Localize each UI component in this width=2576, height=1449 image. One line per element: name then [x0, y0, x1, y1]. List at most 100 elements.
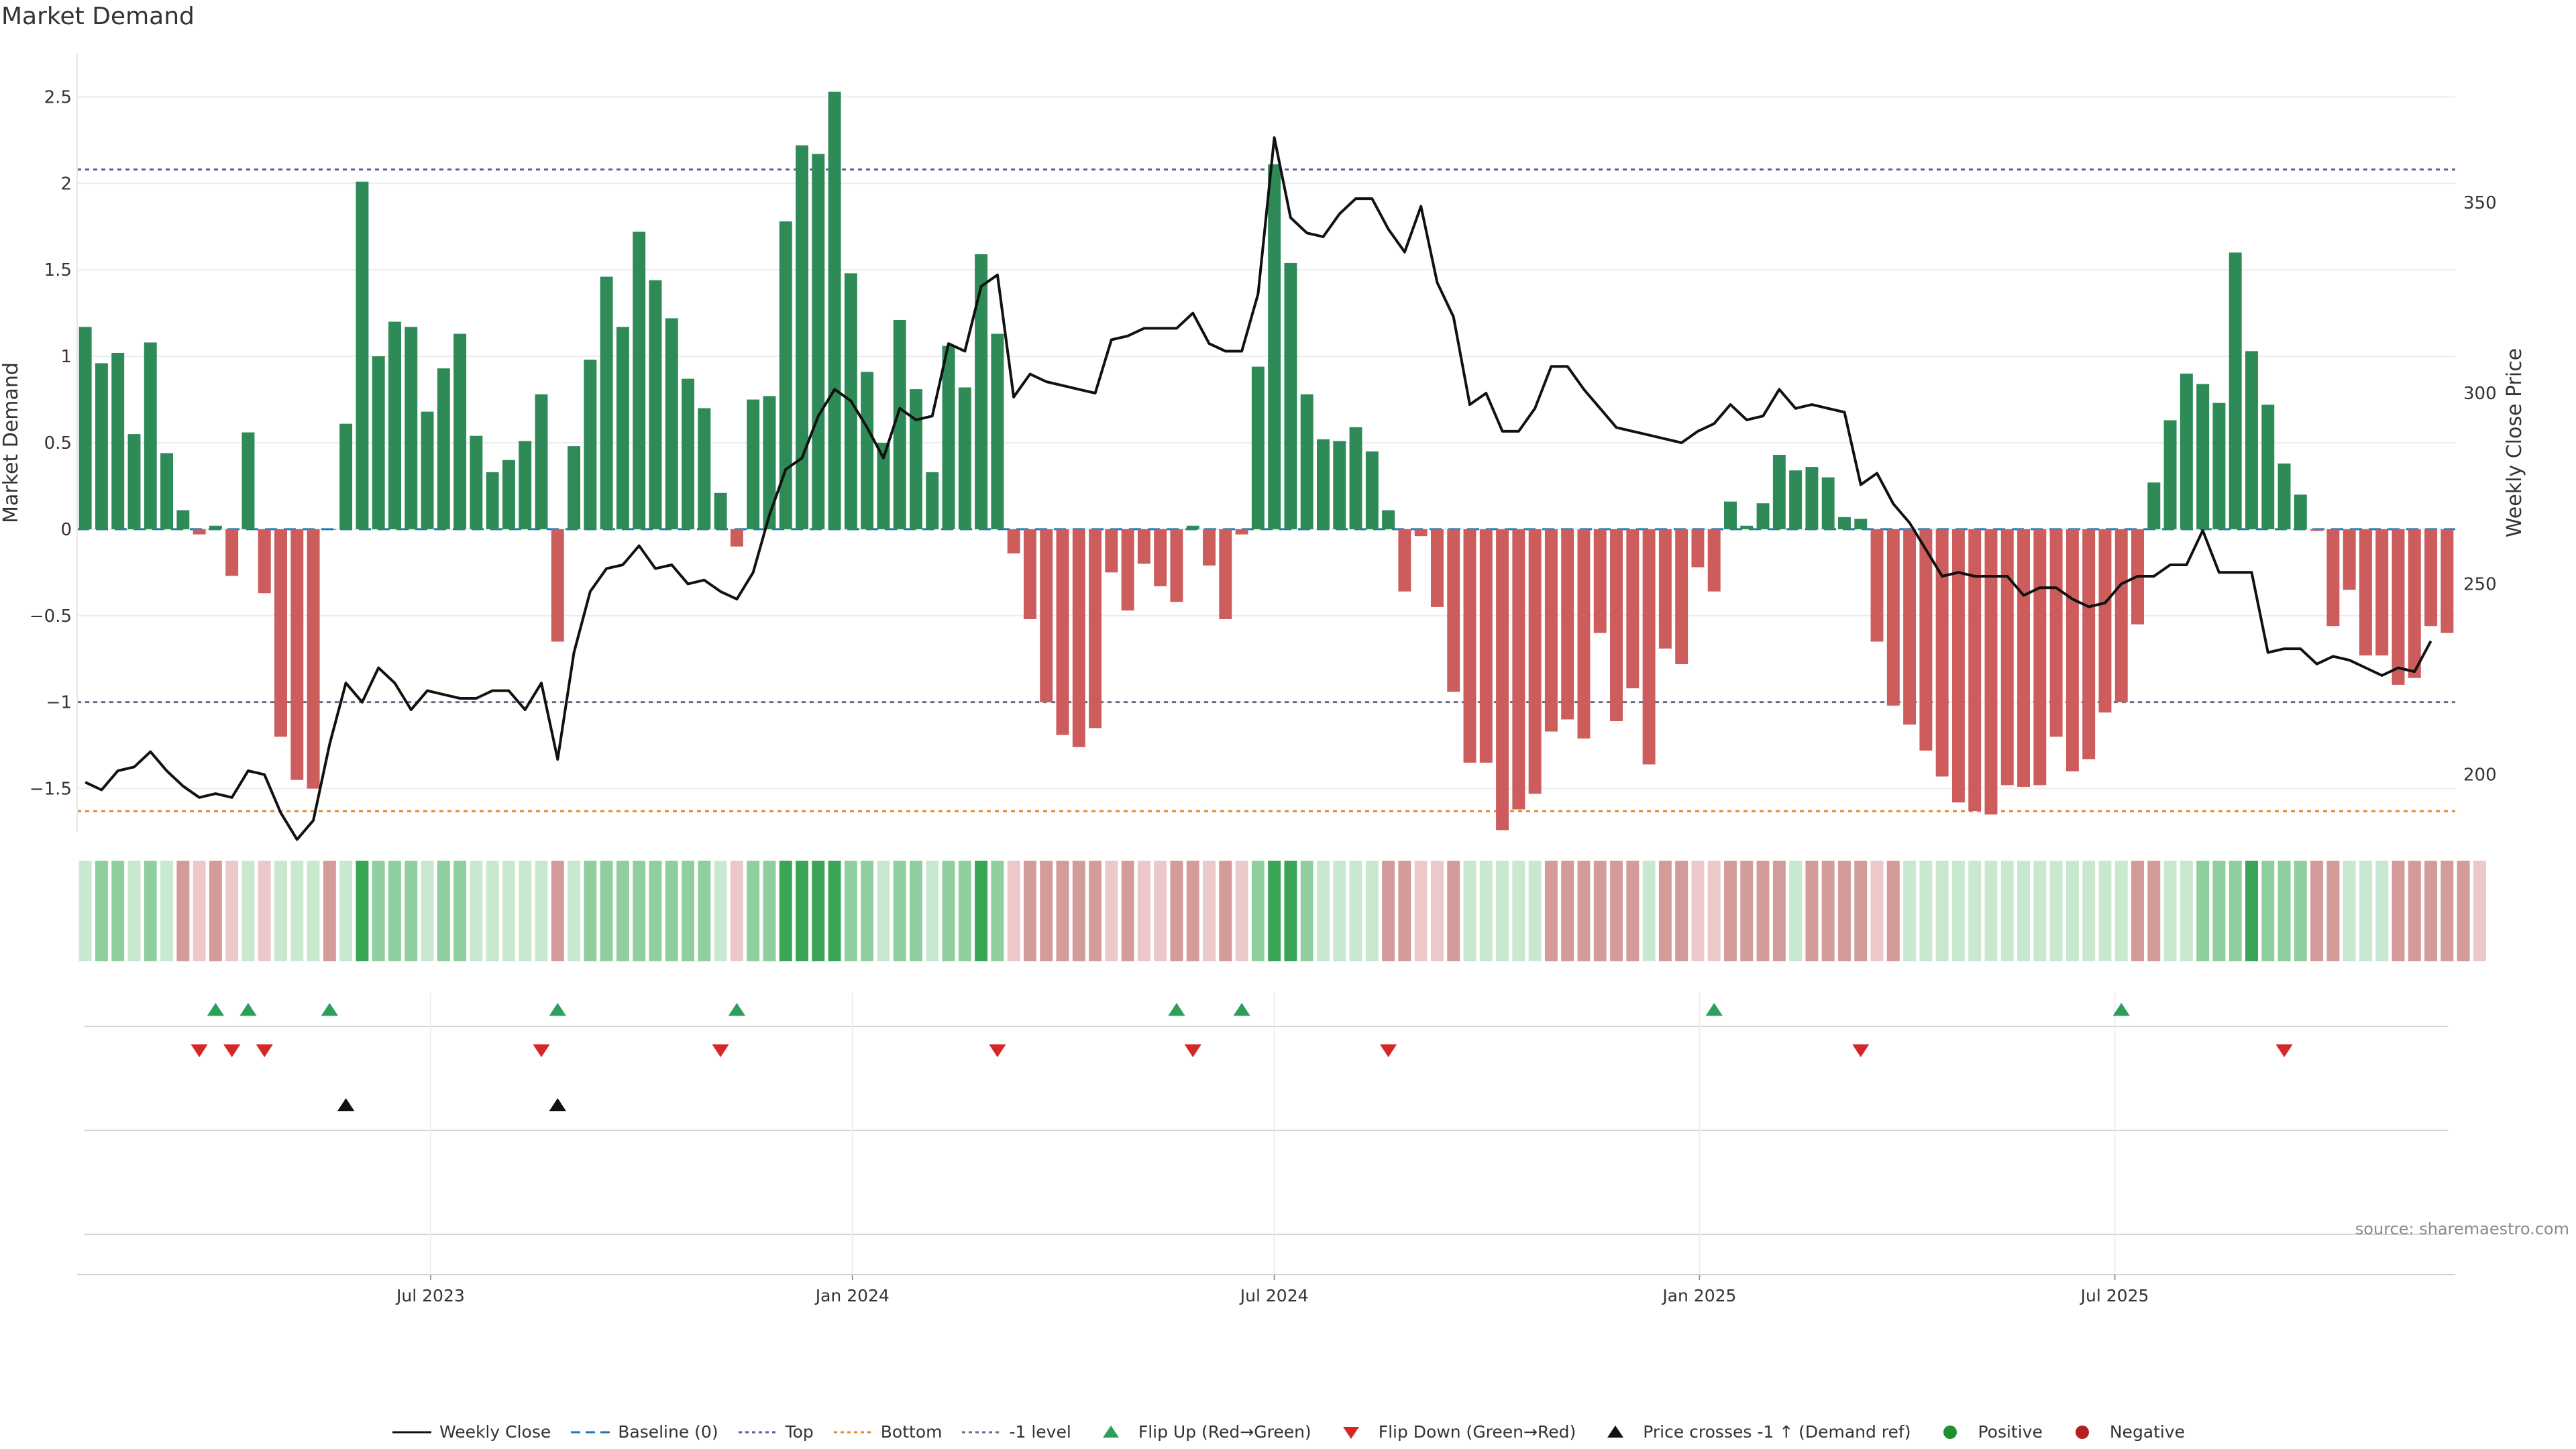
demand-bar-positive — [405, 327, 418, 529]
flip-down-marker — [1379, 1044, 1397, 1057]
demand-bar-negative — [1137, 529, 1150, 564]
flip-up-marker — [1168, 1003, 1185, 1016]
flip-down-marker — [989, 1044, 1006, 1057]
demand-bar-negative — [1056, 529, 1069, 735]
source-label: source: sharemaestro.com — [2355, 1220, 2569, 1238]
strip-cell — [1121, 861, 1134, 961]
demand-bar-negative — [1935, 529, 1949, 777]
legend-label: Negative — [2109, 1422, 2186, 1442]
strip-cell — [388, 861, 401, 961]
flip-down-marker — [223, 1044, 241, 1057]
demand-bar-positive — [1349, 427, 1362, 529]
strip-cell — [241, 861, 255, 961]
demand-bar-negative — [1691, 529, 1705, 568]
demand-bar-positive — [616, 327, 629, 529]
strip-cell — [1756, 861, 1770, 961]
price-cross-marker — [337, 1098, 355, 1112]
demand-bar-positive — [1268, 164, 1281, 529]
demand-bar-negative — [1577, 529, 1591, 739]
strip-cell — [828, 861, 841, 961]
strip-cell — [2065, 861, 2079, 961]
legend-item-flipup: Flip Up (Red→Green) — [1090, 1422, 1311, 1442]
strip-cell — [1235, 861, 1248, 961]
strip-cell — [2473, 861, 2486, 961]
strip-cell — [1903, 861, 1917, 961]
strip-cell — [1544, 861, 1558, 961]
strip-cell — [2180, 861, 2193, 961]
demand-bar-negative — [258, 529, 271, 594]
legend-item-bottom: Bottom — [833, 1422, 942, 1442]
demand-bar-negative — [551, 529, 564, 642]
demand-bar-positive — [2229, 252, 2242, 529]
legend-swatch-bottom — [833, 1431, 873, 1433]
strip-cell — [2017, 861, 2031, 961]
strip-cell — [633, 861, 646, 961]
strip-cell — [730, 861, 743, 961]
reference-lines — [77, 168, 2455, 812]
demand-bar-positive — [1251, 366, 1265, 529]
strip-cell — [909, 861, 922, 961]
strip-cell — [1447, 861, 1460, 961]
strip-cell — [1691, 861, 1705, 961]
x-tick-label: Jan 2024 — [814, 1286, 890, 1305]
y-tick-label: 1.5 — [44, 260, 72, 280]
strip-cell — [1593, 861, 1607, 961]
strip-cell — [893, 861, 906, 961]
demand-bar-positive — [144, 342, 157, 529]
demand-bar-positive — [763, 396, 776, 529]
y-tick-label: 1 — [60, 347, 72, 367]
strip-cell — [2457, 861, 2470, 961]
strip-cell — [926, 861, 939, 961]
strip-cell — [209, 861, 222, 961]
strip-cell — [2114, 861, 2128, 961]
x-tick-label: Jul 2024 — [1239, 1286, 1309, 1305]
demand-bar-negative — [2049, 529, 2063, 737]
demand-bar-positive — [1740, 525, 1754, 529]
strip-cell — [2245, 861, 2258, 961]
strip-cell — [2294, 861, 2307, 961]
strip-cell — [486, 861, 499, 961]
strip-cell — [568, 861, 581, 961]
strip-cell — [975, 861, 988, 961]
strip-cell — [1772, 861, 1786, 961]
demand-bar-negative — [1903, 529, 1917, 725]
demand-bar-positive — [568, 446, 581, 529]
strip-cell — [1935, 861, 1949, 961]
grid-layer — [77, 96, 2455, 790]
strip-cell — [1137, 861, 1150, 961]
demand-bar-positive — [1186, 525, 1199, 529]
strip-cell — [1382, 861, 1395, 961]
demand-bar-negative — [1430, 529, 1444, 607]
strip-cell — [2163, 861, 2177, 961]
strip-cell — [812, 861, 825, 961]
demand-bar-negative — [1870, 529, 1884, 642]
flip-down-marker — [256, 1044, 273, 1057]
demand-bar-positive — [1821, 477, 1835, 529]
flip-down-marker — [191, 1044, 208, 1057]
demand-bar-positive — [1365, 451, 1379, 529]
strip-cell — [2326, 861, 2340, 961]
demand-bar-negative — [290, 529, 304, 780]
legend-swatch-cross — [1607, 1425, 1624, 1438]
demand-bar-positive — [633, 231, 646, 529]
demand-bar-negative — [1496, 529, 1509, 830]
demand-bar-negative — [1512, 529, 1525, 810]
strip-cell — [258, 861, 271, 961]
strip-cell — [1512, 861, 1525, 961]
demand-bar-positive — [1300, 394, 1313, 529]
demand-bar-positive — [796, 145, 808, 529]
strip-cell — [1251, 861, 1265, 961]
strip-cell — [1430, 861, 1444, 961]
demand-bar-positive — [828, 91, 841, 529]
demand-bar-positive — [649, 280, 662, 529]
demand-bar-positive — [1382, 510, 1395, 529]
demand-bar-positive — [1724, 501, 1737, 529]
strip-cell — [1870, 861, 1884, 961]
strip-cell — [600, 861, 613, 961]
strip-cell — [2000, 861, 2014, 961]
demand-bar-negative — [2343, 529, 2356, 590]
legend-label: Top — [785, 1422, 814, 1442]
strip-cell — [290, 861, 304, 961]
demand-bar-positive — [747, 399, 760, 529]
axes: 2.5 2 1.5 1 0.5 0 −0.5 −1 −1.5 350 300 250 200 Market… — [0, 54, 2526, 1305]
